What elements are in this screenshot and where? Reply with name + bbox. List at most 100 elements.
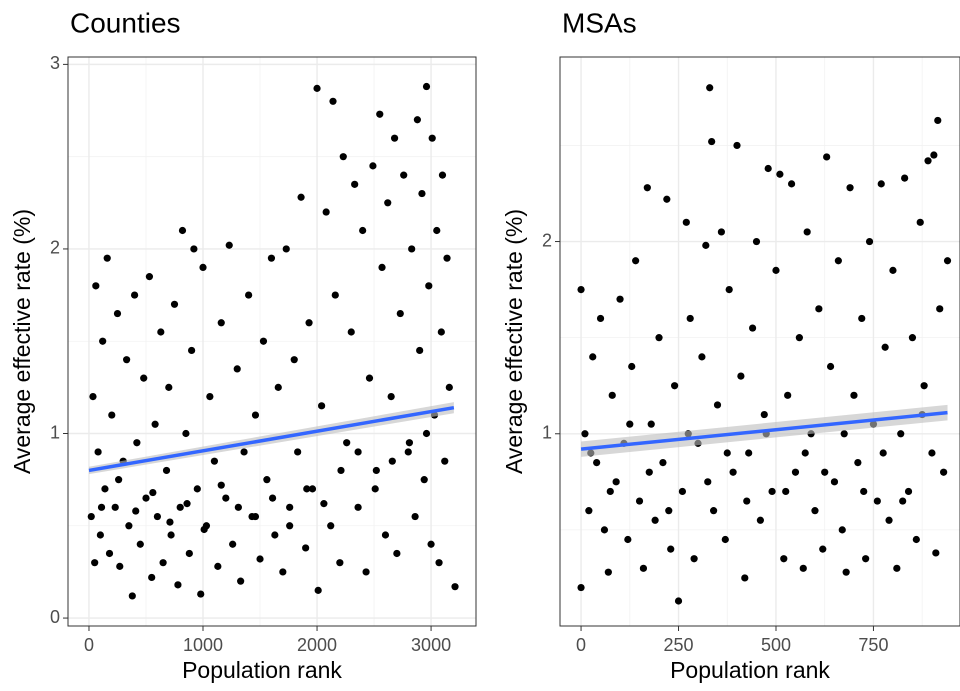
point <box>772 266 780 274</box>
point <box>354 448 362 456</box>
point <box>130 291 139 299</box>
point <box>924 157 932 165</box>
point <box>635 497 644 505</box>
point <box>237 577 245 585</box>
point <box>708 137 716 146</box>
point <box>795 334 803 342</box>
point <box>200 525 208 534</box>
point <box>899 497 907 505</box>
point <box>723 449 731 457</box>
point <box>626 420 634 428</box>
point <box>123 356 131 364</box>
point <box>87 512 95 521</box>
point <box>756 516 764 524</box>
point <box>713 401 722 409</box>
point <box>390 134 399 142</box>
point <box>259 337 268 345</box>
point <box>404 448 412 456</box>
point <box>308 485 317 493</box>
point <box>362 568 370 576</box>
point <box>435 559 443 567</box>
point <box>132 507 140 515</box>
point <box>105 549 114 558</box>
panel-border <box>67 56 477 627</box>
point <box>791 468 800 476</box>
point <box>881 343 889 351</box>
point <box>302 544 310 552</box>
point <box>376 110 384 118</box>
point <box>245 291 253 299</box>
x-tick-label: 0 <box>576 635 586 655</box>
point <box>369 162 377 170</box>
point <box>396 309 404 318</box>
point <box>710 507 718 515</box>
point <box>217 319 225 327</box>
point <box>153 512 161 521</box>
point <box>113 309 122 318</box>
point <box>351 180 359 188</box>
point <box>873 497 881 505</box>
point <box>877 180 885 188</box>
x-tick-label: 500 <box>761 635 791 655</box>
point <box>294 448 302 456</box>
point <box>840 430 848 438</box>
point <box>94 448 102 456</box>
point <box>663 195 671 203</box>
point <box>336 559 344 567</box>
point <box>267 254 276 262</box>
point <box>148 573 156 582</box>
point <box>251 411 260 419</box>
point <box>862 555 870 563</box>
point <box>451 583 459 591</box>
point <box>166 518 174 526</box>
point <box>165 383 173 391</box>
point <box>322 208 330 216</box>
point <box>725 285 733 294</box>
point <box>116 562 124 570</box>
point <box>359 226 367 235</box>
point <box>624 535 632 544</box>
point <box>339 153 347 161</box>
point <box>577 285 585 294</box>
point <box>943 257 952 265</box>
point <box>600 526 609 534</box>
point <box>388 457 396 465</box>
point <box>286 522 294 530</box>
point <box>183 500 191 508</box>
point <box>596 314 605 323</box>
point <box>188 346 196 355</box>
point <box>303 485 311 493</box>
point <box>108 411 116 419</box>
point <box>908 334 917 342</box>
point <box>787 180 796 188</box>
point <box>136 540 144 548</box>
point <box>846 184 854 192</box>
point <box>422 82 431 91</box>
point <box>214 562 222 570</box>
x-tick-label: 3000 <box>411 635 451 655</box>
point <box>176 503 184 511</box>
point <box>92 282 100 290</box>
point <box>234 503 242 511</box>
point <box>885 516 893 524</box>
point <box>178 226 187 235</box>
point <box>932 549 940 557</box>
point <box>854 459 862 467</box>
point <box>643 184 651 192</box>
point <box>157 328 165 336</box>
point <box>752 237 761 246</box>
point <box>721 535 729 544</box>
point <box>99 337 107 345</box>
point <box>665 507 673 515</box>
point <box>639 564 648 572</box>
y-tick-label: 3 <box>50 53 60 73</box>
point <box>162 466 171 475</box>
point <box>920 382 928 390</box>
point <box>760 410 768 419</box>
point <box>834 257 842 265</box>
point <box>151 420 159 428</box>
point <box>197 590 205 598</box>
point <box>217 481 225 489</box>
fit-line <box>580 410 948 451</box>
